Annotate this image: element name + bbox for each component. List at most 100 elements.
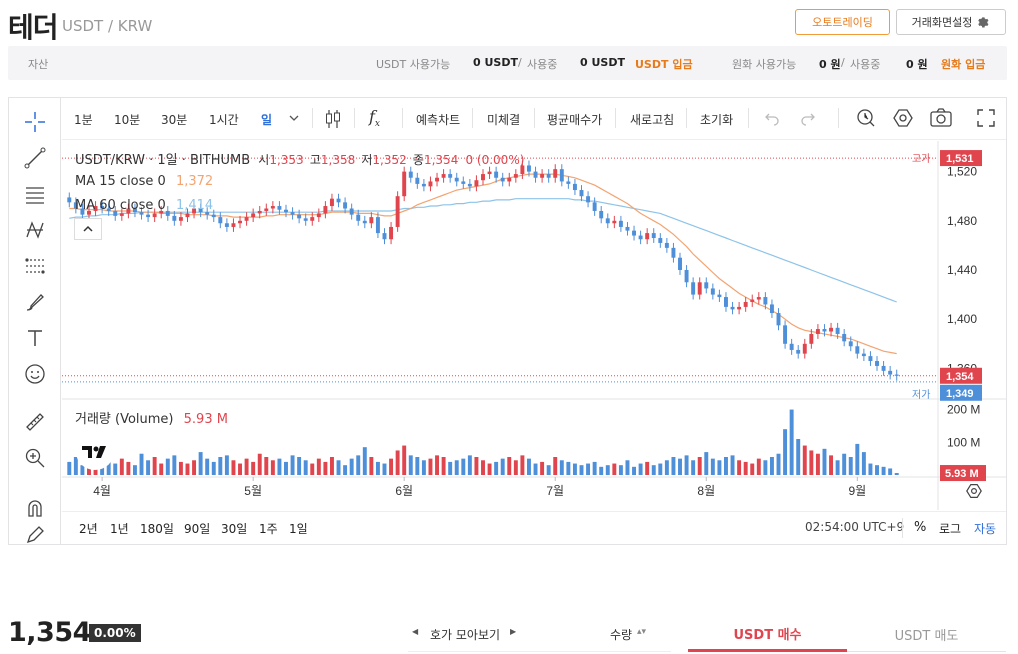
chart-frame bbox=[8, 97, 1007, 545]
krw-deposit-link[interactable]: 원화 입금 bbox=[941, 58, 986, 71]
candle bbox=[710, 283, 715, 300]
low-value: 1,352 bbox=[372, 153, 407, 167]
volume-bar bbox=[277, 458, 282, 475]
candle bbox=[165, 206, 170, 221]
interval-10m[interactable]: 10분 bbox=[114, 113, 141, 127]
candle-body bbox=[855, 346, 860, 354]
caret-right-icon[interactable]: ▶ bbox=[510, 627, 517, 636]
candle bbox=[224, 218, 229, 232]
trend-line-icon[interactable] bbox=[21, 144, 49, 172]
candle bbox=[507, 172, 512, 187]
percent-toggle[interactable]: % bbox=[914, 520, 927, 535]
range-1y[interactable]: 1년 bbox=[110, 522, 129, 536]
auto-toggle[interactable]: 자동 bbox=[974, 522, 997, 536]
volume-bar bbox=[704, 452, 709, 475]
camera-icon[interactable] bbox=[930, 108, 952, 131]
candle bbox=[671, 242, 676, 263]
range-180d[interactable]: 180일 bbox=[140, 522, 174, 536]
settings-hex-icon[interactable] bbox=[893, 108, 913, 131]
candle bbox=[192, 203, 197, 219]
pencil-icon[interactable] bbox=[21, 526, 49, 544]
zoom-in-icon[interactable] bbox=[21, 444, 49, 472]
reset-button[interactable]: 초기화 bbox=[700, 113, 734, 127]
log-toggle[interactable]: 로그 bbox=[939, 522, 962, 536]
refresh-button[interactable]: 새로고침 bbox=[630, 113, 675, 127]
fib-icon[interactable] bbox=[21, 252, 49, 280]
candle bbox=[540, 169, 545, 183]
collapse-legend-button[interactable] bbox=[74, 218, 102, 240]
usdt-deposit-link[interactable]: USDT 입금 bbox=[635, 58, 693, 71]
tradingview-logo-icon[interactable] bbox=[76, 434, 114, 470]
qty-label[interactable]: 수량 bbox=[610, 628, 633, 642]
volume-bar bbox=[888, 468, 893, 475]
indicator-fx-icon[interactable]: fx bbox=[369, 107, 380, 130]
caret-left-icon[interactable]: ◀ bbox=[412, 627, 419, 636]
candle bbox=[566, 176, 571, 189]
volume-tick-label: 100 M bbox=[947, 435, 980, 449]
candle bbox=[868, 351, 873, 366]
fullscreen-icon[interactable] bbox=[977, 109, 995, 130]
pattern-icon[interactable] bbox=[21, 216, 49, 244]
volume-bar bbox=[192, 460, 197, 475]
volume-bar bbox=[356, 455, 361, 475]
candle-body bbox=[198, 208, 203, 213]
tab-sell[interactable]: USDT 매도 bbox=[847, 618, 1006, 652]
smiley-icon[interactable] bbox=[21, 360, 49, 388]
volume-bar bbox=[218, 457, 223, 475]
candle bbox=[737, 301, 742, 315]
tab-buy[interactable]: USDT 매수 bbox=[688, 618, 847, 652]
candle-body bbox=[612, 220, 617, 224]
interval-day[interactable]: 일 bbox=[261, 113, 273, 127]
volume-bar bbox=[756, 458, 761, 475]
range-1d[interactable]: 1일 bbox=[289, 522, 308, 536]
candle-body bbox=[93, 206, 98, 211]
axis-settings-icon[interactable] bbox=[966, 483, 982, 503]
candle-body bbox=[684, 270, 689, 283]
interval-1m[interactable]: 1분 bbox=[74, 113, 93, 127]
range-30d[interactable]: 30일 bbox=[221, 522, 248, 536]
candle bbox=[533, 166, 538, 183]
interval-1h[interactable]: 1시간 bbox=[209, 113, 239, 127]
crosshair-icon[interactable] bbox=[21, 108, 49, 136]
candle-body bbox=[172, 215, 177, 221]
candle-body bbox=[632, 230, 637, 236]
range-90d[interactable]: 90일 bbox=[184, 522, 211, 536]
alert-clock-icon[interactable] bbox=[856, 108, 876, 131]
candle-body bbox=[710, 288, 715, 295]
range-2y[interactable]: 2년 bbox=[79, 522, 98, 536]
unfilled-button[interactable]: 미체결 bbox=[487, 113, 521, 127]
chevron-down-icon[interactable] bbox=[288, 108, 300, 131]
undo-icon[interactable] bbox=[764, 110, 780, 129]
candle bbox=[93, 201, 98, 216]
auto-trade-button[interactable]: 오토트레이딩 bbox=[795, 9, 890, 35]
clock-label[interactable]: 02:54:00 UTC+9 bbox=[805, 520, 905, 534]
candle-body bbox=[579, 190, 584, 197]
volume-bar bbox=[238, 463, 242, 475]
candle-body bbox=[894, 374, 899, 376]
ma15-value: 1,372 bbox=[175, 174, 214, 189]
text-icon[interactable] bbox=[21, 324, 49, 352]
high-price-tag-bg bbox=[940, 150, 982, 167]
candle bbox=[520, 160, 525, 179]
interval-30m[interactable]: 30분 bbox=[161, 113, 188, 127]
magnet-icon[interactable] bbox=[21, 494, 49, 522]
volume-bar bbox=[599, 466, 604, 475]
orderbook-group-label[interactable]: 호가 모아보기 bbox=[430, 628, 501, 642]
candle bbox=[855, 341, 860, 359]
ma15-label: MA 15 close 0 bbox=[75, 174, 166, 189]
candle-body bbox=[100, 206, 105, 209]
redo-icon[interactable] bbox=[800, 110, 816, 129]
ruler-icon[interactable] bbox=[21, 408, 49, 436]
brush-icon[interactable] bbox=[21, 288, 49, 316]
candle-body bbox=[205, 212, 210, 215]
sort-icon[interactable]: ▴▾ bbox=[637, 627, 647, 637]
avg-price-button[interactable]: 평균매수가 bbox=[547, 113, 603, 127]
horizontal-lines-icon[interactable] bbox=[21, 180, 49, 208]
settings-button[interactable]: 거래화면설정 bbox=[896, 9, 1006, 35]
predict-chart-button[interactable]: 예측차트 bbox=[416, 113, 461, 127]
candle-body bbox=[310, 217, 315, 221]
range-1w[interactable]: 1주 bbox=[259, 522, 278, 536]
volume-bar bbox=[421, 460, 426, 475]
candle-type-icon[interactable] bbox=[324, 108, 342, 133]
